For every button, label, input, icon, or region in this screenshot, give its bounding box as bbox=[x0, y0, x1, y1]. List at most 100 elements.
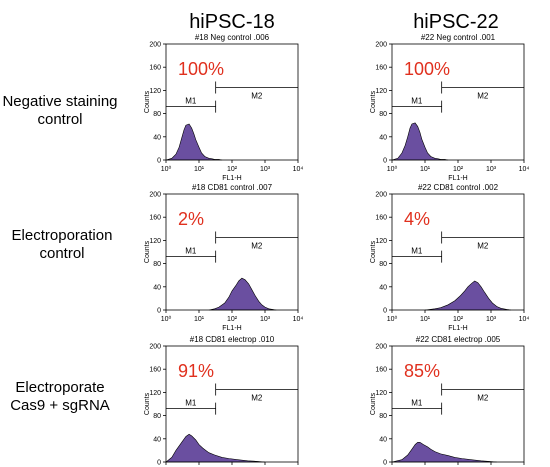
y-tick-label: 160 bbox=[149, 215, 161, 222]
x-tick-label: 10¹ bbox=[420, 316, 431, 323]
histogram-panel-1: #18 Neg control .006 0 40 80 120 160 200 10⁰ 10¹… bbox=[144, 33, 303, 182]
y-tick-label: 200 bbox=[149, 192, 161, 199]
y-tick-label: 40 bbox=[379, 436, 387, 443]
histogram-panel-4: #22 CD81 control .002 0 40 80 120 160 200 10⁰ 10… bbox=[370, 183, 529, 332]
gate-m2-label: M2 bbox=[477, 394, 489, 403]
y-axis-label: Counts bbox=[370, 392, 377, 415]
y-tick-label: 40 bbox=[379, 134, 387, 141]
panel-title: #22 Neg control .001 bbox=[421, 33, 496, 42]
x-tick-label: 10² bbox=[453, 316, 464, 323]
histogram-area bbox=[391, 122, 449, 161]
histogram-area bbox=[208, 277, 277, 311]
y-tick-label: 80 bbox=[379, 413, 387, 420]
row-label-negative-line2: control bbox=[37, 111, 82, 128]
x-tick-label: 10⁴ bbox=[293, 316, 304, 323]
y-tick-label: 0 bbox=[383, 158, 387, 165]
y-tick-label: 120 bbox=[375, 88, 387, 95]
x-tick-label: 10⁴ bbox=[519, 166, 530, 173]
gate-m1-label: M1 bbox=[185, 97, 197, 106]
gate-m2-label: M2 bbox=[251, 394, 263, 403]
column-header-hipsc-22: hiPSC-22 bbox=[413, 11, 499, 33]
row-label-electroporation-line1: Electroporation bbox=[12, 227, 113, 244]
histogram-panel-2: #22 Neg control .001 0 40 80 120 160 200 10⁰ 10¹… bbox=[370, 33, 529, 182]
y-tick-label: 0 bbox=[157, 158, 161, 165]
percent-label: 91% bbox=[178, 361, 214, 381]
row-label-electroporation-line2: control bbox=[39, 245, 84, 262]
y-tick-label: 200 bbox=[149, 344, 161, 351]
histogram-panel-3: #18 CD81 control .007 0 40 80 120 160 200 10⁰ 10… bbox=[144, 183, 303, 332]
panel-title: #22 CD81 control .002 bbox=[418, 183, 499, 192]
x-axis-label: FL1-H bbox=[448, 325, 467, 332]
y-axis-label: Counts bbox=[144, 90, 151, 113]
column-header-hipsc-18: hiPSC-18 bbox=[189, 11, 275, 33]
panel-title: #18 CD81 control .007 bbox=[192, 183, 273, 192]
x-tick-label: 10⁴ bbox=[293, 166, 304, 173]
y-tick-label: 40 bbox=[153, 436, 161, 443]
y-tick-label: 120 bbox=[375, 390, 387, 397]
x-tick-label: 10⁰ bbox=[161, 315, 172, 323]
y-tick-label: 80 bbox=[153, 261, 161, 268]
panel-title: #18 CD81 electrop .010 bbox=[190, 335, 275, 344]
y-tick-label: 120 bbox=[149, 238, 161, 245]
y-tick-label: 160 bbox=[149, 65, 161, 72]
y-tick-label: 120 bbox=[149, 390, 161, 397]
x-tick-label: 10¹ bbox=[194, 316, 205, 323]
x-tick-label: 10² bbox=[227, 316, 238, 323]
percent-label: 100% bbox=[178, 59, 224, 79]
gate-m1-label: M1 bbox=[411, 97, 423, 106]
x-axis-label: FL1-H bbox=[448, 175, 467, 182]
y-tick-label: 200 bbox=[375, 344, 387, 351]
histogram-panel-5: #18 CD81 electrop .0100408012016020010⁰1… bbox=[144, 335, 299, 467]
y-tick-label: 0 bbox=[157, 308, 161, 315]
gate-m2-label: M2 bbox=[477, 92, 489, 101]
histogram-area bbox=[165, 433, 266, 463]
x-tick-label: 10³ bbox=[486, 316, 497, 323]
x-tick-label: 10² bbox=[227, 166, 238, 173]
gate-m1-label: M1 bbox=[411, 399, 423, 408]
gate-m2-label: M2 bbox=[251, 242, 263, 251]
y-tick-label: 120 bbox=[375, 238, 387, 245]
gate-m2-label: M2 bbox=[477, 242, 489, 251]
percent-label: 2% bbox=[178, 209, 204, 229]
x-tick-label: 10² bbox=[453, 166, 464, 173]
y-axis-label: Counts bbox=[370, 90, 377, 113]
y-axis-label: Counts bbox=[370, 240, 377, 263]
histogram-area bbox=[391, 442, 497, 463]
gate-m1-label: M1 bbox=[185, 247, 197, 256]
panel-title: #22 CD81 electrop .005 bbox=[416, 335, 501, 344]
x-tick-label: 10³ bbox=[260, 316, 271, 323]
y-tick-label: 200 bbox=[375, 192, 387, 199]
y-tick-label: 40 bbox=[153, 284, 161, 291]
row-label-electroporate-line1: Electroporate bbox=[15, 379, 104, 396]
x-axis-label: FL1-H bbox=[222, 175, 241, 182]
x-tick-label: 10³ bbox=[260, 166, 271, 173]
y-tick-label: 120 bbox=[149, 88, 161, 95]
y-tick-label: 0 bbox=[157, 460, 161, 467]
y-tick-label: 0 bbox=[383, 460, 387, 467]
histogram-panels: #18 Neg control .006 0 40 80 120 160 200 10⁰ 10¹… bbox=[144, 33, 529, 467]
x-tick-label: 10⁰ bbox=[387, 165, 398, 173]
x-tick-label: 10³ bbox=[486, 166, 497, 173]
histogram-panel-6: #22 CD81 electrop .0050408012016020010⁰1… bbox=[370, 335, 525, 467]
column-headers: hiPSC-18 hiPSC-22 bbox=[189, 11, 499, 33]
x-tick-label: 10¹ bbox=[420, 166, 431, 173]
gate-m1-label: M1 bbox=[185, 399, 197, 408]
row-labels: Negative staining control Electroporatio… bbox=[2, 93, 117, 414]
y-tick-label: 160 bbox=[375, 65, 387, 72]
panel-title: #18 Neg control .006 bbox=[195, 33, 270, 42]
y-tick-label: 160 bbox=[375, 367, 387, 374]
y-tick-label: 160 bbox=[375, 215, 387, 222]
histogram-area bbox=[165, 123, 223, 161]
y-tick-label: 80 bbox=[379, 261, 387, 268]
x-axis-label: FL1-H bbox=[222, 325, 241, 332]
y-tick-label: 0 bbox=[383, 308, 387, 315]
x-tick-label: 10⁰ bbox=[161, 165, 172, 173]
percent-label: 4% bbox=[404, 209, 430, 229]
x-tick-label: 10¹ bbox=[194, 166, 205, 173]
percent-label: 100% bbox=[404, 59, 450, 79]
row-label-negative-line1: Negative staining bbox=[2, 93, 117, 110]
histogram-area bbox=[424, 280, 511, 311]
y-tick-label: 80 bbox=[379, 111, 387, 118]
row-label-electroporate-line2: Cas9 + sgRNA bbox=[10, 397, 110, 414]
